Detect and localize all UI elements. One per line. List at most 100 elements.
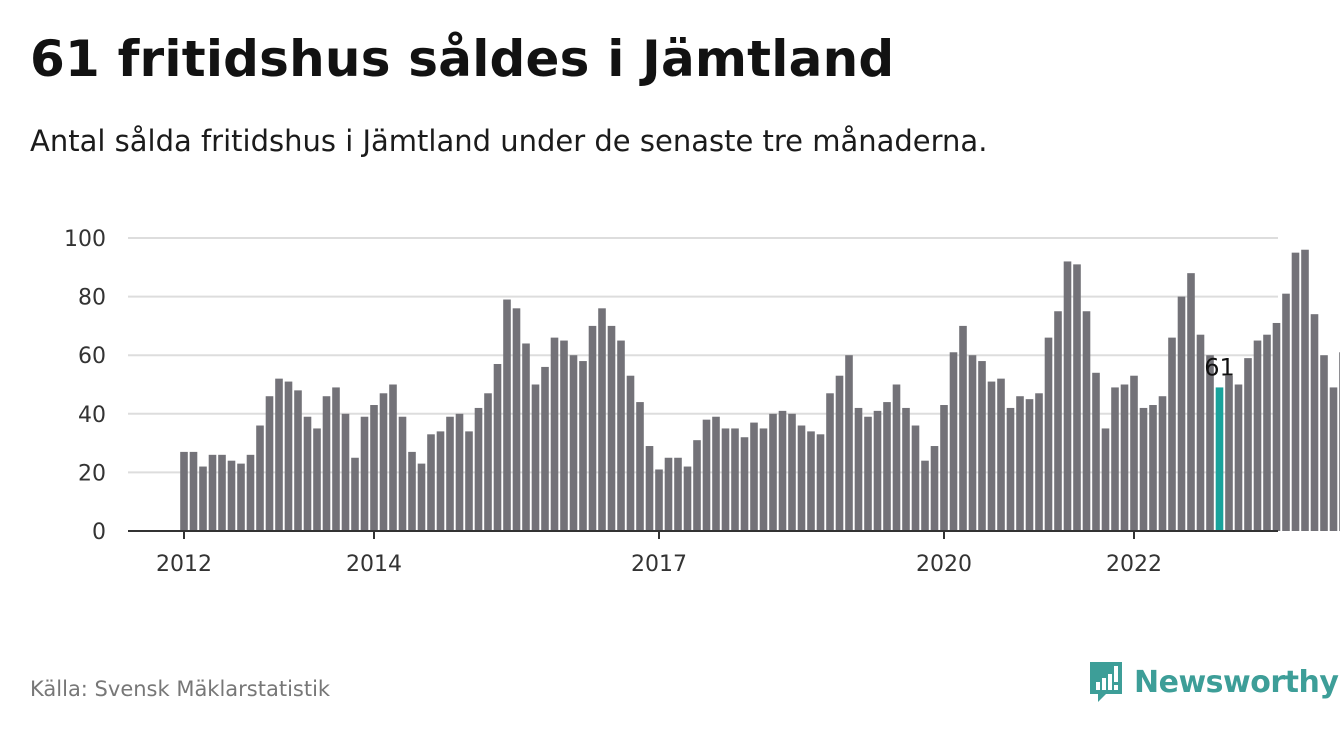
- bar: [617, 340, 625, 531]
- bar: [1320, 355, 1328, 531]
- bars: [180, 249, 1340, 531]
- bar: [455, 413, 464, 531]
- y-tick-label: 20: [78, 461, 106, 486]
- bar: [303, 416, 312, 531]
- x-tick-label: 2017: [631, 552, 687, 577]
- bar: [930, 446, 939, 531]
- bar: [531, 384, 540, 531]
- bar: [218, 454, 226, 531]
- x-tick-label: 2012: [156, 552, 212, 577]
- bar: [750, 422, 758, 531]
- y-tick-label: 100: [64, 227, 106, 252]
- bar: [560, 340, 568, 531]
- bar: [493, 363, 502, 531]
- bar: [1187, 273, 1195, 531]
- bar: [845, 355, 853, 531]
- x-tick-label: 2014: [346, 552, 402, 577]
- bar: [1310, 314, 1319, 531]
- bar: [1006, 407, 1015, 531]
- bar: [1282, 293, 1290, 531]
- x-tick-label: 2022: [1106, 552, 1162, 577]
- bar: [189, 451, 198, 531]
- bar: [484, 393, 492, 531]
- bar: [1139, 407, 1148, 531]
- bar: [1044, 337, 1053, 531]
- bar: [1073, 264, 1081, 531]
- bar: [636, 402, 644, 531]
- bar: [854, 407, 863, 531]
- bar: [1291, 252, 1300, 531]
- bar: [256, 425, 264, 531]
- y-tick-label: 0: [92, 520, 106, 545]
- bar: [997, 378, 1005, 531]
- bar: [987, 381, 996, 531]
- bar: [265, 396, 274, 531]
- bar: [379, 393, 388, 531]
- bar: [370, 405, 378, 531]
- bar: [607, 325, 616, 531]
- bar: [1234, 384, 1243, 531]
- bar: [712, 416, 720, 531]
- bar: [227, 460, 236, 531]
- bar: [1016, 396, 1024, 531]
- bar: [351, 457, 359, 531]
- y-tick-label: 60: [78, 344, 106, 369]
- bar: [759, 428, 768, 531]
- bar: [873, 410, 882, 531]
- bar: [1101, 428, 1110, 531]
- highlight-bar: [1215, 387, 1224, 531]
- bar: [1177, 296, 1186, 531]
- bar: [826, 393, 834, 531]
- bar: [769, 413, 777, 531]
- bar: [598, 308, 606, 531]
- bar: [436, 431, 445, 531]
- bar: [892, 384, 901, 531]
- bar: [626, 375, 635, 531]
- bar: [978, 361, 986, 531]
- bar: [807, 431, 815, 531]
- bar: [864, 416, 872, 531]
- bar: [1196, 334, 1205, 531]
- bar: [208, 454, 217, 531]
- x-axis: 2012 2014 2017 2020 2022: [128, 530, 1278, 577]
- bar: [512, 308, 521, 531]
- bar: [550, 337, 559, 531]
- bar: [778, 410, 787, 531]
- bar: [1082, 311, 1091, 531]
- bar: [655, 469, 663, 531]
- bar: [284, 381, 293, 531]
- bar: [237, 463, 245, 531]
- y-tick-label: 40: [78, 403, 106, 428]
- bar: [246, 454, 255, 531]
- bar: [1130, 375, 1138, 531]
- bar: [883, 402, 891, 531]
- bar: [788, 413, 796, 531]
- bar: [389, 384, 397, 531]
- bar: [446, 416, 454, 531]
- bar: [294, 390, 302, 531]
- bar: [1149, 405, 1157, 531]
- bar: [1272, 322, 1281, 531]
- bar: [1035, 393, 1043, 531]
- bar: [740, 437, 749, 531]
- source-note: Källa: Svensk Mäklarstatistik: [30, 677, 331, 701]
- bar: [522, 343, 530, 531]
- y-axis-ticks: 0 20 40 60 80 100: [64, 227, 106, 545]
- newsworthy-logo-icon: [1090, 662, 1122, 702]
- bar-chart: 0 20 40 60 80 100 2012 2014 2017 2020 2022 61: [64, 227, 1340, 577]
- bar: [474, 407, 483, 531]
- bar: [360, 416, 369, 531]
- bar: [341, 413, 350, 531]
- bar: [1063, 261, 1072, 531]
- bar: [313, 428, 321, 531]
- annotations: 61: [1204, 353, 1235, 381]
- bar: [683, 466, 692, 531]
- bar: [1054, 311, 1062, 531]
- bar: [1301, 249, 1309, 531]
- bar: [398, 416, 407, 531]
- bar: [664, 457, 673, 531]
- bar: [968, 355, 977, 531]
- bar: [1168, 337, 1176, 531]
- bar: [1206, 355, 1214, 531]
- bar: [180, 451, 188, 531]
